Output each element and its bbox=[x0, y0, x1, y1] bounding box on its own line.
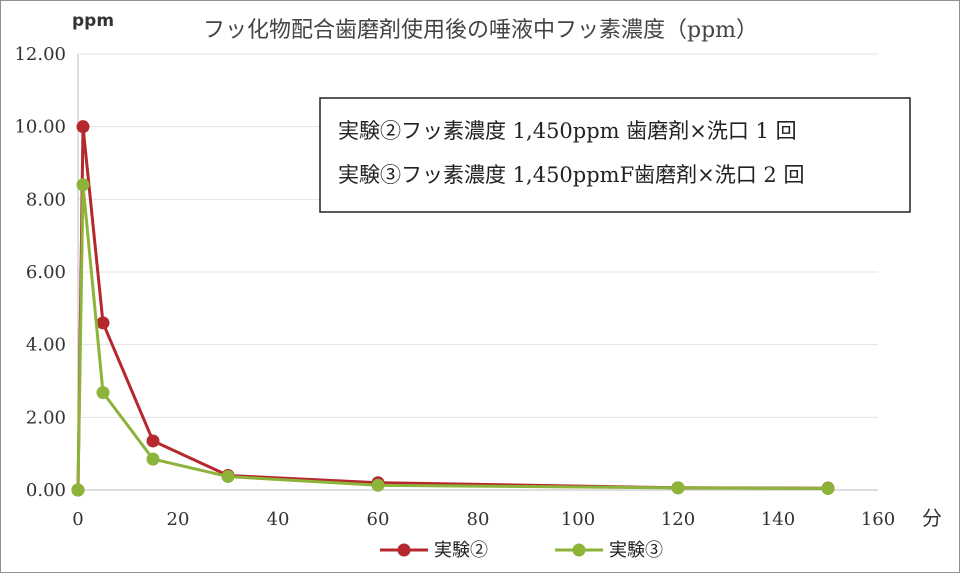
x-tick-label: 80 bbox=[467, 509, 490, 530]
data-point bbox=[371, 478, 385, 492]
series-2 bbox=[71, 178, 835, 497]
data-point bbox=[96, 386, 110, 400]
y-tick-label: 10.00 bbox=[14, 117, 66, 138]
data-point bbox=[671, 481, 685, 495]
data-point bbox=[76, 120, 90, 134]
x-tick-label: 140 bbox=[761, 509, 795, 530]
legend-swatch-marker bbox=[397, 543, 411, 557]
y-tick-labels: 0.00 2.00 4.00 6.00 8.00 10.00 12.00 bbox=[14, 44, 66, 501]
y-tick-label: 8.00 bbox=[26, 189, 66, 210]
y-tick-label: 12.00 bbox=[14, 44, 66, 65]
x-tick-label: 100 bbox=[561, 509, 595, 530]
data-point bbox=[821, 482, 835, 496]
y-tick-label: 0.00 bbox=[26, 480, 66, 501]
legend: 実験② 実験③ bbox=[380, 540, 663, 561]
data-point bbox=[76, 178, 90, 192]
data-point bbox=[221, 470, 235, 484]
legend-label: 実験③ bbox=[609, 540, 663, 561]
y-tick-label: 4.00 bbox=[26, 335, 66, 356]
y-tick-label: 2.00 bbox=[26, 407, 66, 428]
annotation-box: 実験②フッ素濃度 1,450ppm 歯磨剤×洗口 1 回 実験③フッ素濃度 1,… bbox=[319, 97, 911, 213]
legend-swatch-marker bbox=[572, 543, 586, 557]
data-point bbox=[71, 483, 85, 497]
y-unit-label: ppm bbox=[72, 11, 114, 31]
series-layer bbox=[71, 120, 835, 497]
chart-title: フッ化物配合歯磨剤使用後の唾液中フッ素濃度（ppm） bbox=[203, 18, 758, 43]
y-tick-label: 6.00 bbox=[26, 262, 66, 283]
legend-item: 実験② bbox=[380, 540, 488, 561]
legend-item: 実験③ bbox=[555, 540, 663, 561]
x-tick-label: 20 bbox=[167, 509, 190, 530]
x-tick-label: 40 bbox=[267, 509, 290, 530]
x-tick-labels: 0 20 40 60 80 100 120 140 160 bbox=[72, 509, 895, 530]
annotation-line-2: 実験③フッ素濃度 1,450ppmF歯磨剤×洗口 2 回 bbox=[338, 163, 804, 187]
legend-label: 実験② bbox=[434, 540, 488, 561]
data-point bbox=[146, 434, 160, 448]
x-unit-label: 分 bbox=[922, 506, 942, 530]
x-tick-label: 0 bbox=[72, 509, 83, 530]
series-line bbox=[76, 183, 829, 491]
x-tick-label: 120 bbox=[661, 509, 695, 530]
x-tick-label: 60 bbox=[367, 509, 390, 530]
annotation-line-1: 実験②フッ素濃度 1,450ppm 歯磨剤×洗口 1 回 bbox=[338, 119, 797, 143]
data-point bbox=[146, 452, 160, 466]
x-tick-label: 160 bbox=[861, 509, 895, 530]
data-point bbox=[96, 316, 110, 330]
